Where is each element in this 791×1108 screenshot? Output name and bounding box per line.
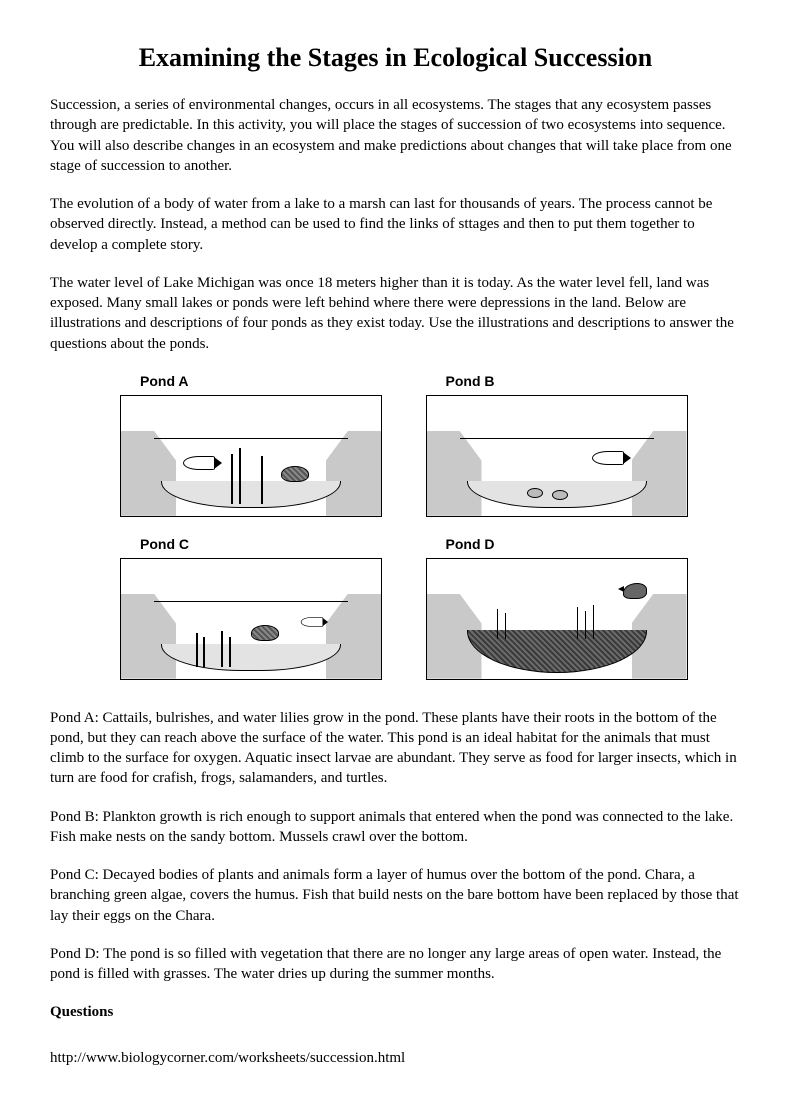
pond-a-label: Pond A <box>140 372 396 391</box>
page-title: Examining the Stages in Ecological Succe… <box>50 40 741 75</box>
intro-paragraph-2: The evolution of a body of water from a … <box>50 194 741 255</box>
pond-a-cell: Pond A <box>120 372 396 517</box>
questions-heading: Questions <box>50 1002 741 1022</box>
pond-b-label: Pond B <box>446 372 702 391</box>
pond-a-description: Pond A: Cattails, bulrishes, and water l… <box>50 708 741 789</box>
pond-b-illustration <box>426 395 688 517</box>
pond-b-cell: Pond B <box>426 372 702 517</box>
pond-b-description: Pond B: Plankton growth is rich enough t… <box>50 807 741 848</box>
pond-c-description: Pond C: Decayed bodies of plants and ani… <box>50 865 741 926</box>
intro-paragraph-3: The water level of Lake Michigan was onc… <box>50 273 741 354</box>
pond-c-illustration <box>120 558 382 680</box>
intro-paragraph-1: Succession, a series of environmental ch… <box>50 95 741 176</box>
pond-c-label: Pond C <box>140 535 396 554</box>
pond-d-cell: Pond D <box>426 535 702 680</box>
pond-c-cell: Pond C <box>120 535 396 680</box>
pond-d-description: Pond D: The pond is so filled with veget… <box>50 944 741 985</box>
ponds-diagram-grid: Pond A Pond B Pond C <box>120 372 701 680</box>
pond-d-label: Pond D <box>446 535 702 554</box>
pond-a-illustration <box>120 395 382 517</box>
footer-url: http://www.biologycorner.com/worksheets/… <box>50 1048 741 1068</box>
pond-d-illustration <box>426 558 688 680</box>
